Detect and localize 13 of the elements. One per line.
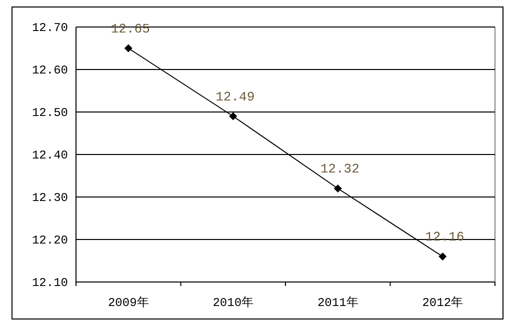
xtick: 2010年 xyxy=(212,296,254,310)
xtick: 2012年 xyxy=(422,296,464,310)
ytick: 12.10 xyxy=(32,276,68,290)
ytick: 12.50 xyxy=(32,106,68,120)
ytick: 12.70 xyxy=(32,21,68,35)
data-label: 12.49 xyxy=(216,89,255,104)
ytick: 12.30 xyxy=(32,191,68,205)
ytick: 12.40 xyxy=(32,148,68,162)
ytick: 12.60 xyxy=(32,64,68,78)
xtick: 2011年 xyxy=(317,296,358,310)
data-label: 12.32 xyxy=(320,162,360,176)
xtick: 2009年 xyxy=(108,296,149,310)
ytick: 12.20 xyxy=(32,234,68,248)
